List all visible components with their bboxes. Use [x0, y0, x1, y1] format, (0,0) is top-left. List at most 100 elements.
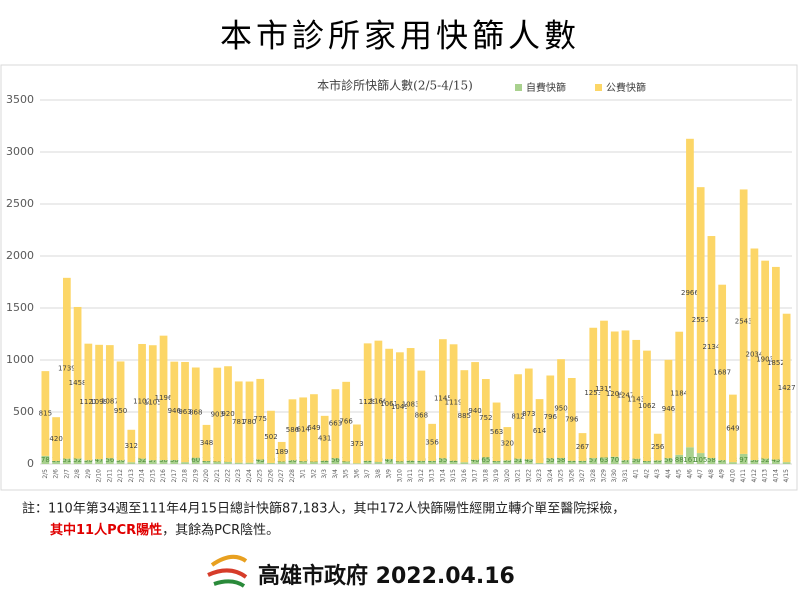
footnote-line1: 註：110年第34週至111年4月15日總計快篩87,183人，其中172人快篩… — [22, 501, 625, 517]
data-label: 1087 — [101, 398, 119, 406]
bar-segment — [782, 313, 791, 463]
bar-segment — [224, 461, 232, 464]
data-label: 812 — [511, 412, 524, 420]
bar-segment — [750, 460, 759, 464]
data-label: 55 — [438, 456, 447, 464]
x-tick-label: 3/15 — [450, 469, 457, 483]
bar-segment — [621, 460, 630, 464]
data-label: 775 — [254, 415, 267, 423]
x-tick-label: 3/3 — [321, 469, 328, 479]
bar-segment — [234, 462, 243, 464]
bar-segment — [181, 462, 189, 464]
bar-segment — [707, 236, 716, 458]
bar-segment — [213, 367, 222, 462]
bar-segment — [557, 359, 565, 458]
bar-segment — [116, 361, 125, 461]
data-label: 52 — [138, 456, 147, 464]
logo — [207, 554, 248, 588]
data-label: 766 — [339, 418, 353, 426]
bar-segment — [428, 460, 436, 464]
x-tick-label: 4/10 — [729, 469, 736, 483]
bar-segment — [374, 340, 383, 462]
legend-label: 自費快篩 — [526, 81, 566, 94]
bar-segment — [105, 345, 114, 459]
bar-segment — [460, 462, 469, 464]
data-label: 70 — [610, 456, 619, 464]
bar-segment — [600, 320, 608, 458]
data-label: 60 — [191, 456, 200, 464]
bar-segment — [138, 458, 146, 464]
data-label: 946 — [662, 405, 676, 413]
bar-segment — [353, 424, 361, 464]
bar-segment — [202, 424, 211, 462]
data-label: 1143 — [627, 395, 645, 403]
bar-segment — [267, 462, 275, 464]
data-label: 50 — [632, 456, 641, 464]
bar-segment — [213, 461, 222, 464]
data-label: 1247 — [617, 391, 635, 399]
x-tick-label: 3/25 — [558, 469, 565, 483]
x-tick-label: 3/20 — [504, 469, 511, 483]
bar-segment — [277, 461, 286, 464]
bar-segment — [643, 461, 651, 464]
bar-segment — [116, 460, 125, 464]
data-label: 614 — [533, 427, 547, 435]
bar-segment — [288, 460, 297, 464]
bar-segment — [632, 458, 641, 464]
data-label: 780 — [243, 418, 256, 426]
chart-frame — [0, 64, 798, 491]
bar-segment — [653, 460, 662, 464]
data-label: 1458 — [69, 379, 87, 387]
bar-segment — [610, 331, 619, 457]
data-label: 431 — [318, 434, 331, 442]
y-tick-label: 2000 — [6, 249, 34, 262]
data-label: 105 — [694, 456, 707, 464]
x-tick-label: 2/10 — [96, 469, 103, 483]
data-label: 1062 — [638, 402, 656, 410]
x-tick-label: 4/12 — [751, 469, 758, 483]
bar-segment — [417, 370, 426, 461]
data-label: 815 — [39, 410, 52, 418]
data-label: 1083 — [402, 400, 420, 408]
bar-segment — [718, 284, 727, 461]
data-label: 1903 — [756, 356, 774, 364]
bar-segment — [675, 331, 684, 455]
y-tick-label: 0 — [27, 457, 34, 470]
bar-segment — [288, 399, 297, 461]
bar-segment — [589, 327, 598, 459]
footnote-rest: ，其餘為PCR陰性。 — [162, 522, 279, 538]
data-label: 56 — [664, 456, 673, 464]
data-label: 256 — [651, 443, 665, 451]
data-label: 45 — [524, 456, 533, 464]
bar-segment — [170, 460, 179, 464]
x-tick-label: 3/16 — [461, 469, 468, 483]
bar-segment — [406, 460, 415, 464]
bar-segment — [492, 402, 501, 462]
data-label: 97 — [739, 456, 748, 464]
bar-segment — [686, 138, 694, 448]
bar-segment — [353, 463, 361, 464]
data-label: 1196 — [155, 394, 173, 402]
data-label: 420 — [49, 435, 62, 443]
bar-segment — [653, 433, 662, 461]
data-label: 868 — [415, 412, 428, 420]
data-label: 2557 — [692, 316, 710, 324]
bar-segment — [41, 455, 50, 464]
bar-segment — [546, 458, 555, 464]
bar-segment — [438, 458, 447, 464]
bar-segment — [127, 462, 136, 464]
data-label: 663 — [329, 420, 342, 428]
x-tick-label: 3/5 — [343, 469, 350, 479]
x-tick-label: 3/10 — [396, 469, 403, 483]
data-label: 1129 — [359, 398, 377, 406]
bar-segment — [256, 459, 265, 464]
x-tick-label: 2/11 — [106, 469, 113, 483]
bar-segment — [320, 415, 329, 461]
bar-segment — [320, 460, 329, 464]
bar-segment — [761, 458, 770, 464]
data-label: 312 — [125, 442, 138, 450]
y-tick-label: 3500 — [6, 93, 34, 106]
bar-segment — [299, 397, 308, 462]
bar-segment — [567, 460, 576, 464]
